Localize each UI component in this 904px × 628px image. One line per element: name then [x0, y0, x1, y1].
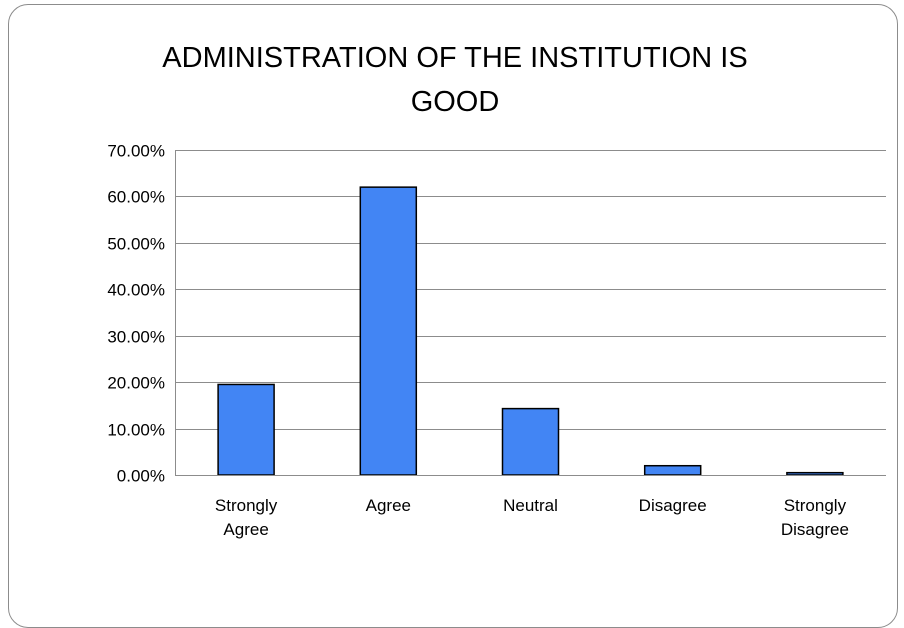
- x-tick-label: Strongly Agree: [215, 496, 278, 539]
- y-tick-label: 0.00%: [117, 467, 165, 486]
- x-tick-label: Neutral: [503, 496, 558, 515]
- chart-title: ADMINISTRATION OF THE INSTITUTION IS GOO…: [162, 42, 748, 118]
- bar: [643, 464, 702, 476]
- bar: [359, 186, 418, 476]
- chart-frame: [8, 4, 898, 628]
- axes: [175, 150, 886, 476]
- y-tick-label: 30.00%: [107, 328, 165, 347]
- bar: [217, 383, 275, 476]
- grid-lines: [175, 150, 886, 430]
- y-tick-label: 40.00%: [107, 281, 165, 300]
- y-tick-label: 50.00%: [107, 235, 165, 254]
- x-tick-label: Agree: [366, 496, 411, 515]
- y-axis-tick-labels: 0.00% 10.00% 20.00% 30.00% 40.00% 50.00% 60.00…: [107, 142, 165, 486]
- x-tick-label: Disagree: [639, 496, 707, 515]
- y-tick-label: 60.00%: [107, 188, 165, 207]
- bar: [501, 407, 560, 476]
- x-tick-label: Strongly Disagree: [781, 496, 849, 539]
- y-tick-label: 20.00%: [107, 374, 165, 393]
- bars: [217, 186, 844, 476]
- x-axis-tick-labels: Strongly Agree Agree Neutral Disagree Strongl…: [215, 496, 849, 539]
- bar: [786, 471, 844, 476]
- y-tick-label: 70.00%: [107, 142, 165, 161]
- y-tick-label: 10.00%: [107, 421, 165, 440]
